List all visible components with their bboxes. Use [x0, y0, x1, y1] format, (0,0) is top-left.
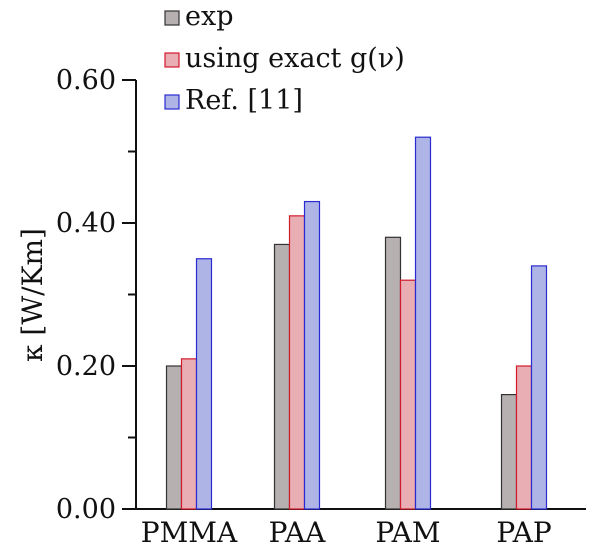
- y-tick-label: 0.00: [56, 494, 116, 525]
- x-tick-label: PAA: [269, 516, 326, 547]
- legend-swatch: [164, 10, 180, 26]
- bar-pap-series-1: [515, 365, 533, 510]
- legend-swatch: [164, 52, 180, 68]
- bar-paa-series-1: [288, 215, 306, 510]
- bar-pam-series-2: [414, 136, 432, 510]
- x-tick-label: PAP: [496, 516, 551, 547]
- legend: exp using exact g(ν) Ref. [11]: [164, 1, 405, 116]
- y-axis-label: κ [W/Km]: [16, 228, 49, 362]
- legend-swatch: [164, 94, 180, 110]
- y-tick-label: 0.40: [56, 208, 116, 239]
- bar-pmma-series-0: [165, 365, 183, 510]
- legend-label: using exact g(ν): [185, 43, 405, 74]
- bar-pmma-series-2: [195, 258, 213, 510]
- bars: [165, 136, 548, 510]
- bar-pam-series-1: [399, 279, 417, 510]
- y-tick-label: 0.20: [56, 351, 116, 382]
- y-ticks: 0.00 0.20 0.40 0.60: [56, 65, 136, 525]
- bar-pap-series-0: [500, 394, 518, 510]
- x-tick-label: PAM: [375, 516, 440, 547]
- bar-paa-series-2: [303, 200, 321, 510]
- legend-label: Ref. [11]: [185, 85, 303, 116]
- bar-pmma-series-1: [180, 358, 198, 510]
- x-tick-labels: PMMA PAA PAM PAP: [141, 516, 552, 547]
- bar-paa-series-0: [273, 243, 291, 510]
- y-tick-label: 0.60: [56, 65, 116, 96]
- x-tick-label: PMMA: [141, 516, 238, 547]
- bar-pam-series-0: [384, 236, 402, 510]
- legend-label: exp: [185, 1, 234, 32]
- bar-pap-series-2: [530, 265, 548, 510]
